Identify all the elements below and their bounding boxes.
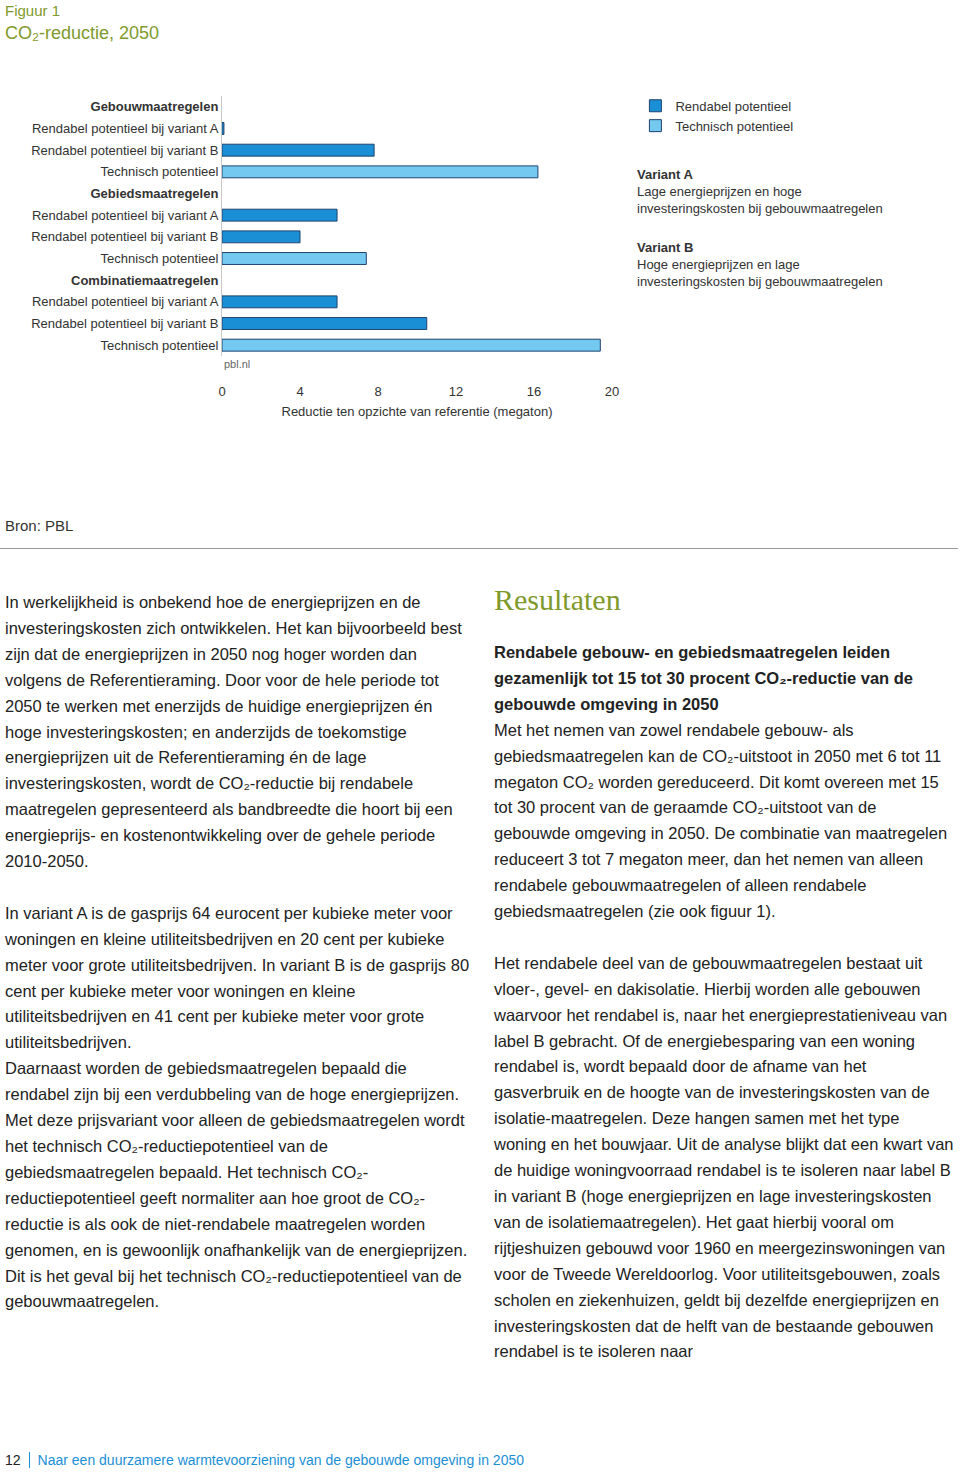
svg-text:Combinatiemaatregelen: Combinatiemaatregelen xyxy=(71,273,218,288)
html-text:Naar een duurzamere warmtevoor: Naar een duurzamere warmtevoorziening va… xyxy=(37,1452,524,1468)
svg-text:16: 16 xyxy=(527,384,541,399)
html-text:Het rendabele deel van de gebo: Het rendabele deel van de gebouwmaatrege… xyxy=(494,953,954,1361)
svg-text:Rendabel potentieel bij varian: Rendabel potentieel bij variant A xyxy=(32,294,219,309)
html-text:Met het nemen van zowel rendab: Met het nemen van zowel rendabele gebouw… xyxy=(494,720,948,921)
html-text:Daarnaast worden de gebiedsmaa: Daarnaast worden de gebiedsmaatregelen b… xyxy=(5,1059,468,1311)
svg-text:Variant ALage energieprijzen e: Variant ALage energieprijzen en hogeinve… xyxy=(637,167,883,216)
svg-text:pbl.nl: pbl.nl xyxy=(224,358,250,370)
html-text:Figuur 1: Figuur 1 xyxy=(5,2,60,19)
svg-text:4: 4 xyxy=(296,384,303,399)
html-text:12: 12 xyxy=(5,1452,21,1468)
svg-text:Rendabel potentieel: Rendabel potentieel xyxy=(675,99,791,114)
svg-text:Technisch potentieel: Technisch potentieel xyxy=(675,119,793,134)
svg-text:Rendabel potentieel bij varian: Rendabel potentieel bij variant B xyxy=(31,316,218,331)
html-text:In variant A is de gasprijs 64: In variant A is de gasprijs 64 eurocent … xyxy=(5,903,470,1052)
html-text:Bron: PBL: Bron: PBL xyxy=(5,517,74,534)
svg-text:Rendabel potentieel bij varian: Rendabel potentieel bij variant B xyxy=(31,143,218,158)
svg-text:12: 12 xyxy=(449,384,463,399)
html-text:CO₂-reductie, 2050: CO₂-reductie, 2050 xyxy=(5,23,160,43)
svg-text:8: 8 xyxy=(374,384,381,399)
svg-text:0: 0 xyxy=(218,384,225,399)
svg-text:Reductie ten opzichte van refe: Reductie ten opzichte van referentie (me… xyxy=(282,404,553,419)
svg-text:Technisch potentieel: Technisch potentieel xyxy=(101,164,219,179)
svg-text:Gebouwmaatregelen: Gebouwmaatregelen xyxy=(91,99,219,114)
svg-text:Technisch potentieel: Technisch potentieel xyxy=(101,338,219,353)
svg-text:Gebiedsmaatregelen: Gebiedsmaatregelen xyxy=(91,186,219,201)
svg-text:Technisch potentieel: Technisch potentieel xyxy=(101,251,219,266)
svg-text:Rendabel potentieel bij varian: Rendabel potentieel bij variant A xyxy=(32,208,219,223)
svg-text:Rendabel potentieel bij varian: Rendabel potentieel bij variant A xyxy=(32,121,219,136)
svg-text:Variant BHoge energieprijzen e: Variant BHoge energieprijzen en lageinve… xyxy=(637,240,883,289)
html-text:In werkelijkheid is onbekend h: In werkelijkheid is onbekend hoe de ener… xyxy=(5,593,462,871)
svg-text:20: 20 xyxy=(605,384,619,399)
svg-text:Rendabel potentieel bij varian: Rendabel potentieel bij variant B xyxy=(31,229,218,244)
html-text:Rendabele gebouw- en gebiedsma: Rendabele gebouw- en gebiedsmaatregelen … xyxy=(494,643,913,713)
html-text:Resultaten: Resultaten xyxy=(494,583,621,616)
